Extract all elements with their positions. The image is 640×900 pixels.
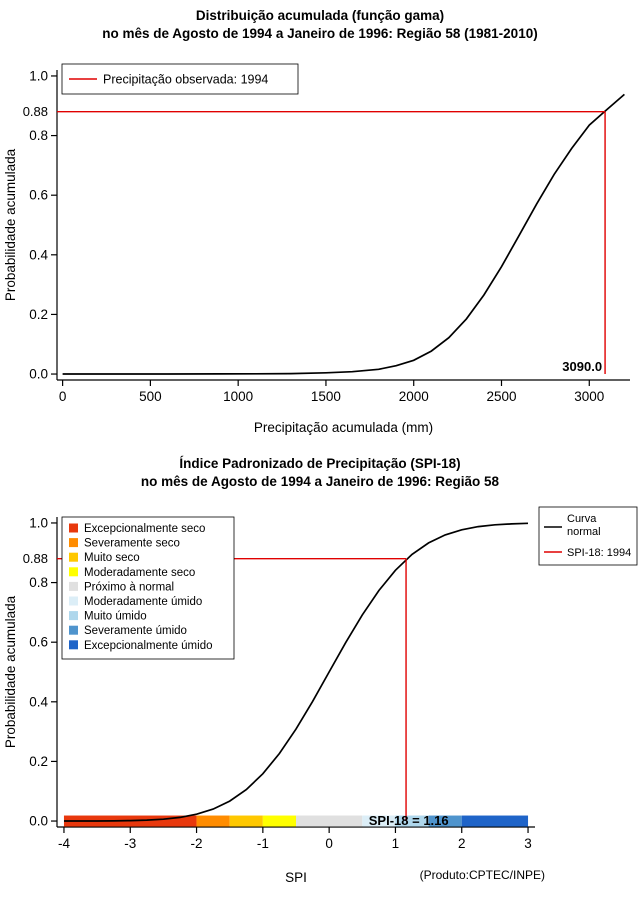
band-segment — [395, 815, 429, 827]
x-tick-label: 2000 — [399, 389, 429, 404]
x-tick-label: -2 — [191, 836, 203, 851]
y-tick-label: 0.4 — [29, 247, 48, 262]
category-legend: Excepcionalmente seco Severamente seco Mui… — [61, 516, 235, 660]
x-tick-label: 2 — [458, 836, 466, 851]
curve-legend-label: SPI-18: 1994 — [567, 547, 631, 559]
gamma-cdf-figure: 0 500 1000 1500 2000 2500 3000 0.0 0.2 0.4 0.6 0.8 1… — [3, 8, 630, 435]
category-swatch — [69, 552, 78, 562]
category-label: Severamente úmido — [84, 625, 187, 637]
x-tick-label: 1 — [392, 836, 400, 851]
y-tick-label: 0.0 — [29, 814, 48, 829]
precip-value-label: 3090.0 — [562, 359, 602, 374]
y-axis-label: Probabilidade acumulada — [3, 148, 18, 301]
chart-title: Distribuição acumulada (função gama) — [196, 8, 444, 23]
category-label: Muito seco — [84, 552, 140, 564]
y-tick-label: 1.0 — [29, 515, 48, 530]
x-tick-label: -4 — [58, 836, 70, 851]
y-tick-label: 1.0 — [29, 68, 48, 83]
curve-legend-box — [538, 506, 638, 566]
x-tick-label: 1500 — [311, 389, 341, 404]
x-axis-label: Precipitação acumulada (mm) — [254, 420, 433, 435]
x-tick-label: 0 — [59, 389, 67, 404]
x-tick-label: 1000 — [223, 389, 253, 404]
y-axis-label: Probabilidade acumulada — [3, 595, 18, 748]
product-credit: (Produto:CPTEC/INPE) — [420, 868, 545, 882]
legend-box — [61, 63, 299, 95]
category-swatch — [69, 581, 78, 591]
category-label: Excepcionalmente úmido — [84, 640, 213, 652]
category-swatch — [69, 640, 78, 650]
band-segment — [461, 815, 529, 827]
x-tick-label: 3 — [524, 836, 532, 851]
category-swatch — [69, 523, 78, 533]
legend-label: Precipitação observada: 1994 — [103, 73, 268, 87]
curve-legend-label: normal — [567, 526, 601, 538]
legend: Precipitação observada: 1994 — [61, 63, 299, 95]
category-label: Muito úmido — [84, 611, 147, 623]
band-segment — [196, 815, 230, 827]
cdf-curve — [64, 522, 529, 822]
category-swatch — [69, 596, 78, 606]
x-axis: 0 500 1000 1500 2000 2500 3000 — [57, 379, 630, 404]
x-tick-label: -3 — [124, 836, 136, 851]
chart-subtitle: no mês de Agosto de 1994 a Janeiro de 19… — [141, 474, 500, 489]
chart-subtitle: no mês de Agosto de 1994 a Janeiro de 19… — [102, 26, 537, 41]
category-legend-box — [61, 516, 235, 660]
band-segment — [229, 815, 263, 827]
category-swatch — [69, 538, 78, 548]
x-tick-label: -1 — [257, 836, 269, 851]
category-label: Severamente seco — [84, 538, 180, 550]
x-axis-label: SPI — [285, 870, 307, 885]
y-tick-label: 0.8 — [29, 575, 48, 590]
curve-legend-label: Curva — [567, 513, 597, 525]
category-label: Próximo à normal — [84, 581, 174, 593]
y-axis: 0.0 0.2 0.4 0.6 0.8 1.0 — [29, 515, 58, 829]
category-swatch — [69, 625, 78, 635]
spi-cdf-chart: -4 -3 -2 -1 0 1 2 3 0.0 0.2 0.4 0.6 0.8 1.0 0.88 SPI-18… — [3, 456, 638, 885]
band-segment — [296, 815, 363, 827]
x-tick-label: 500 — [139, 389, 162, 404]
spi-cdf-figure: -4 -3 -2 -1 0 1 2 3 0.0 0.2 0.4 0.6 0.8 1.0 0.88 SPI-18… — [0, 450, 640, 900]
category-swatch — [69, 611, 78, 621]
x-axis: -4 -3 -2 -1 0 1 2 3 — [57, 826, 535, 851]
y-tick-label: 0.0 — [29, 367, 48, 382]
observed-marker: 0.88 3090.0 — [23, 104, 606, 375]
cdf-curve — [62, 93, 625, 375]
y-tick-label: 0.4 — [29, 694, 48, 709]
y-tick-label: 0.8 — [29, 128, 48, 143]
band-segment — [362, 815, 396, 827]
gamma-cdf-chart: 0 500 1000 1500 2000 2500 3000 0.0 0.2 0.4 0.6 0.8 1… — [3, 8, 630, 435]
y-axis: 0.0 0.2 0.4 0.6 0.8 1.0 — [29, 68, 58, 382]
prob-value-label: 0.88 — [23, 551, 48, 566]
x-tick-label: 0 — [325, 836, 333, 851]
spi-value-label: SPI-18 = 1.16 — [369, 813, 449, 828]
band-segment — [262, 815, 296, 827]
category-label: Moderadamente seco — [84, 567, 195, 579]
band-segment — [428, 815, 462, 827]
y-tick-label: 0.6 — [29, 635, 48, 650]
category-swatch — [69, 567, 78, 577]
category-label: Excepcionalmente seco — [84, 523, 205, 535]
y-tick-label: 0.2 — [29, 307, 48, 322]
category-label: Moderadamente úmido — [84, 596, 202, 608]
prob-value-label: 0.88 — [23, 104, 48, 119]
y-tick-label: 0.2 — [29, 754, 48, 769]
chart-title: Índice Padronizado de Precipitação (SPI-… — [179, 456, 460, 471]
x-tick-label: 3000 — [574, 389, 604, 404]
y-tick-label: 0.6 — [29, 188, 48, 203]
x-tick-label: 2500 — [486, 389, 516, 404]
